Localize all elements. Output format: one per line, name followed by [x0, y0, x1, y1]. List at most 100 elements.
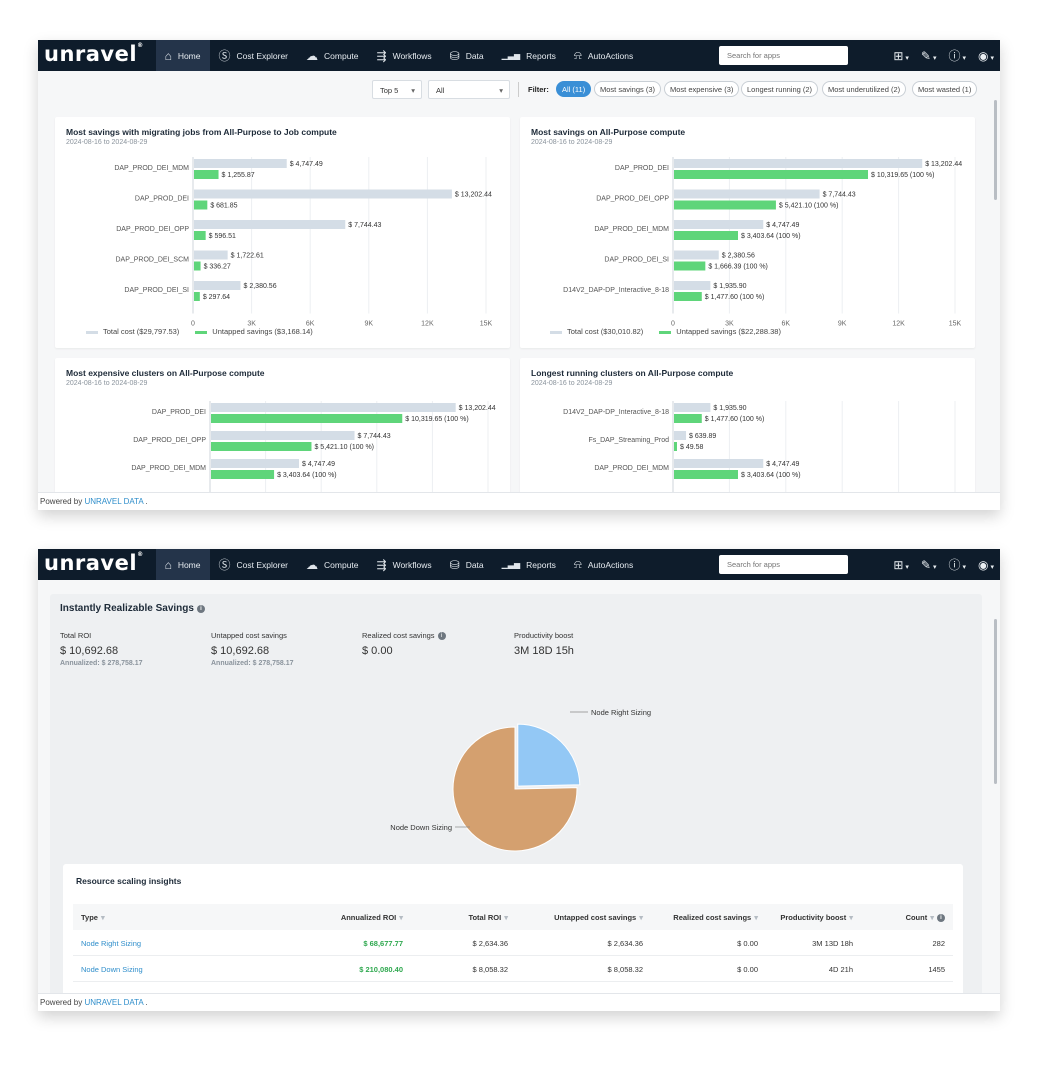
top-navbar: unravel® ⌂ Home Ⓢ Cost Explorer ☁ Compute ⇶…	[38, 40, 1000, 71]
resource-scaling-insights: Resource scaling insights Type ▾ Annualiz…	[63, 864, 963, 1004]
unravel-data-link[interactable]: UNRAVEL DATA	[84, 497, 144, 506]
info-icon[interactable]: i	[196, 605, 205, 613]
chart-title: Most expensive clusters on All-Purpose c…	[66, 368, 265, 378]
type-link[interactable]: Node Right Sizing	[81, 939, 142, 948]
pie-label: Node Down Sizing	[390, 823, 452, 832]
nav-workflows[interactable]: ⇶ Workflows	[376, 557, 432, 572]
bar-untapped-savings	[211, 442, 312, 451]
col-realized-savings[interactable]: Realized cost savings ▾	[673, 913, 758, 922]
scrollbar[interactable]	[994, 100, 997, 200]
scrollbar[interactable]	[994, 619, 997, 784]
nav-home[interactable]: ⌂ Home	[155, 40, 210, 71]
help-icon[interactable]: ⓘ ▾	[948, 49, 966, 63]
table-row[interactable]: Node Down Sizing $ 210,080.40 $ 8,058.32…	[73, 956, 953, 982]
nav-cost-explorer[interactable]: Ⓢ Cost Explorer	[218, 558, 289, 572]
bar-value-label: $ 5,421.10 (100 %)	[314, 444, 374, 451]
info-icon[interactable]: i	[437, 632, 446, 640]
chart-date-range: 2024-08-16 to 2024-08-29	[531, 380, 613, 387]
bar-value-label: $ 1,666.39 (100 %)	[708, 264, 768, 271]
x-tick-label: 12K	[892, 321, 905, 328]
x-tick-label: 9K	[365, 321, 374, 328]
bar-untapped-savings	[194, 292, 200, 301]
legend-total-cost[interactable]: Total cost ($30,010.82)	[550, 327, 643, 336]
nav-compute[interactable]: ☁ Compute	[306, 48, 359, 63]
nav-data[interactable]: ⛁ Data	[449, 48, 484, 63]
chip-most-wasted[interactable]: Most wasted (1)	[912, 81, 978, 97]
chip-most-expensive[interactable]: Most expensive (3)	[664, 81, 740, 97]
nav-autoactions[interactable]: ⍾ AutoActions	[573, 557, 634, 571]
bar-total-cost	[194, 250, 228, 260]
col-type[interactable]: Type ▾	[81, 913, 105, 922]
grid-icon[interactable]: ⊞ ▾	[893, 557, 909, 572]
bar-total-cost	[194, 189, 452, 199]
unravel-logo[interactable]: unravel®	[44, 42, 144, 66]
unravel-logo[interactable]: unravel®	[44, 551, 144, 575]
nav-workflows[interactable]: ⇶ Workflows	[376, 48, 432, 63]
col-count[interactable]: Count ▾ i	[893, 913, 945, 922]
category-label: DAP_PROD_DEI_OPP	[133, 437, 206, 444]
category-label: D14V2_DAP-DP_Interactive_8-18	[563, 409, 669, 416]
bar-untapped-savings	[674, 414, 702, 423]
bar-untapped-savings	[211, 414, 403, 423]
info-icon[interactable]: i	[937, 914, 945, 922]
chevron-down-icon: ▾	[499, 86, 503, 95]
col-untapped-savings[interactable]: Untapped cost savings ▾	[554, 913, 643, 922]
chart-date-range: 2024-08-16 to 2024-08-29	[66, 380, 148, 387]
bar-value-label: $ 7,744.43	[823, 192, 856, 199]
chip-most-savings[interactable]: Most savings (3)	[594, 81, 662, 97]
cloud-icon: ☁	[306, 557, 319, 572]
chip-all[interactable]: All (11)	[556, 81, 592, 97]
help-icon[interactable]: ⓘ ▾	[948, 558, 966, 572]
category-label: DAP_PROD_DEI_SI	[604, 257, 669, 264]
chevron-down-icon: ▾	[411, 86, 415, 95]
bar-chart-svg: DAP_PROD_DEI $ 13,202.44 $ 10,319.65 (100 …	[563, 157, 962, 328]
category-label: DAP_PROD_DEI_SI	[124, 287, 189, 294]
footer: Powered by UNRAVEL DATA .	[38, 993, 1000, 1011]
nav-right-icons: ⊞ ▾ ✎ ▾ ⓘ ▾ ◉ ▾	[893, 40, 994, 71]
col-annualized-roi[interactable]: Annualized ROI ▾	[340, 913, 403, 922]
top-n-select[interactable]: Top 5 ▾	[372, 80, 422, 99]
chip-longest-running[interactable]: Longest running (2)	[741, 81, 819, 97]
table-row[interactable]: Node Right Sizing $ 68,677.77 $ 2,634.36…	[73, 930, 953, 956]
user-icon[interactable]: ◉ ▾	[978, 557, 994, 572]
col-productivity-boost[interactable]: Productivity boost ▾	[780, 913, 853, 922]
legend-untapped-savings[interactable]: Untapped savings ($3,168.14)	[195, 327, 313, 336]
scope-select[interactable]: All ▾	[428, 80, 510, 99]
bar-chart-svg: DAP_PROD_DEI_MDM $ 4,747.49 $ 1,255.87 DAP_…	[114, 157, 493, 328]
pencil-icon[interactable]: ✎ ▾	[920, 557, 937, 572]
nav-data[interactable]: ⛁ Data	[449, 557, 484, 572]
chart-date-range: 2024-08-16 to 2024-08-29	[66, 139, 148, 146]
bar-untapped-savings	[194, 261, 201, 271]
bar-total-cost	[194, 159, 287, 168]
filter-bar: Top 5 ▾ All ▾ Filter: All (11) Most saving…	[38, 80, 1000, 100]
bar-value-label: $ 1,722.61	[231, 253, 264, 260]
nav-compute[interactable]: ☁ Compute	[306, 557, 359, 572]
pencil-icon[interactable]: ✎ ▾	[920, 48, 937, 63]
bar-value-label: $ 2,380.56	[244, 283, 277, 290]
col-total-roi[interactable]: Total ROI ▾	[468, 913, 508, 922]
bar-value-label: $ 596.51	[209, 233, 236, 240]
chip-most-underutilized[interactable]: Most underutilized (2)	[822, 81, 907, 97]
nav-home[interactable]: ⌂ Home	[155, 549, 210, 580]
grid-icon[interactable]: ⊞ ▾	[893, 48, 909, 63]
legend-total-cost[interactable]: Total cost ($29,797.53)	[86, 327, 179, 336]
insights-title: Resource scaling insights	[76, 876, 182, 886]
chart-title: Most savings on All-Purpose compute	[531, 127, 686, 137]
nav-reports[interactable]: ▁▃▅ Reports	[501, 559, 556, 570]
nav-reports[interactable]: ▁▃▅ Reports	[501, 50, 556, 61]
home-icon: ⌂	[164, 48, 172, 63]
bar-total-cost	[211, 459, 299, 468]
search-input[interactable]	[719, 46, 848, 65]
nav-cost-explorer[interactable]: Ⓢ Cost Explorer	[218, 49, 289, 63]
pie-slice	[452, 726, 578, 852]
type-link[interactable]: Node Down Sizing	[81, 965, 143, 974]
bar-value-label: $ 1,477.60 (100 %)	[705, 416, 765, 423]
unravel-data-link[interactable]: UNRAVEL DATA	[84, 998, 144, 1007]
search-input[interactable]	[719, 555, 848, 574]
bar-chart-icon: ▁▃▅	[501, 51, 521, 60]
user-icon[interactable]: ◉ ▾	[978, 48, 994, 63]
x-tick-label: 15K	[480, 321, 493, 328]
bar-untapped-savings	[674, 292, 702, 301]
nav-autoactions[interactable]: ⍾ AutoActions	[573, 48, 634, 62]
legend-untapped-savings[interactable]: Untapped savings ($22,288.38)	[659, 327, 781, 336]
